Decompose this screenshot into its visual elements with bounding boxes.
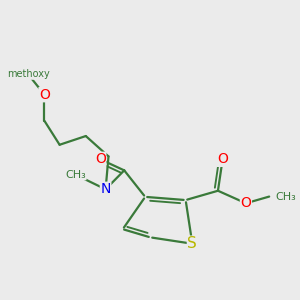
Text: O: O xyxy=(95,152,106,166)
Text: O: O xyxy=(39,88,50,102)
Text: O: O xyxy=(217,152,228,166)
Text: N: N xyxy=(100,182,111,196)
Text: CH₃: CH₃ xyxy=(65,170,86,180)
Text: O: O xyxy=(241,196,251,210)
Text: S: S xyxy=(188,236,197,251)
Text: CH₃: CH₃ xyxy=(275,192,296,202)
Text: methoxy: methoxy xyxy=(7,69,50,79)
